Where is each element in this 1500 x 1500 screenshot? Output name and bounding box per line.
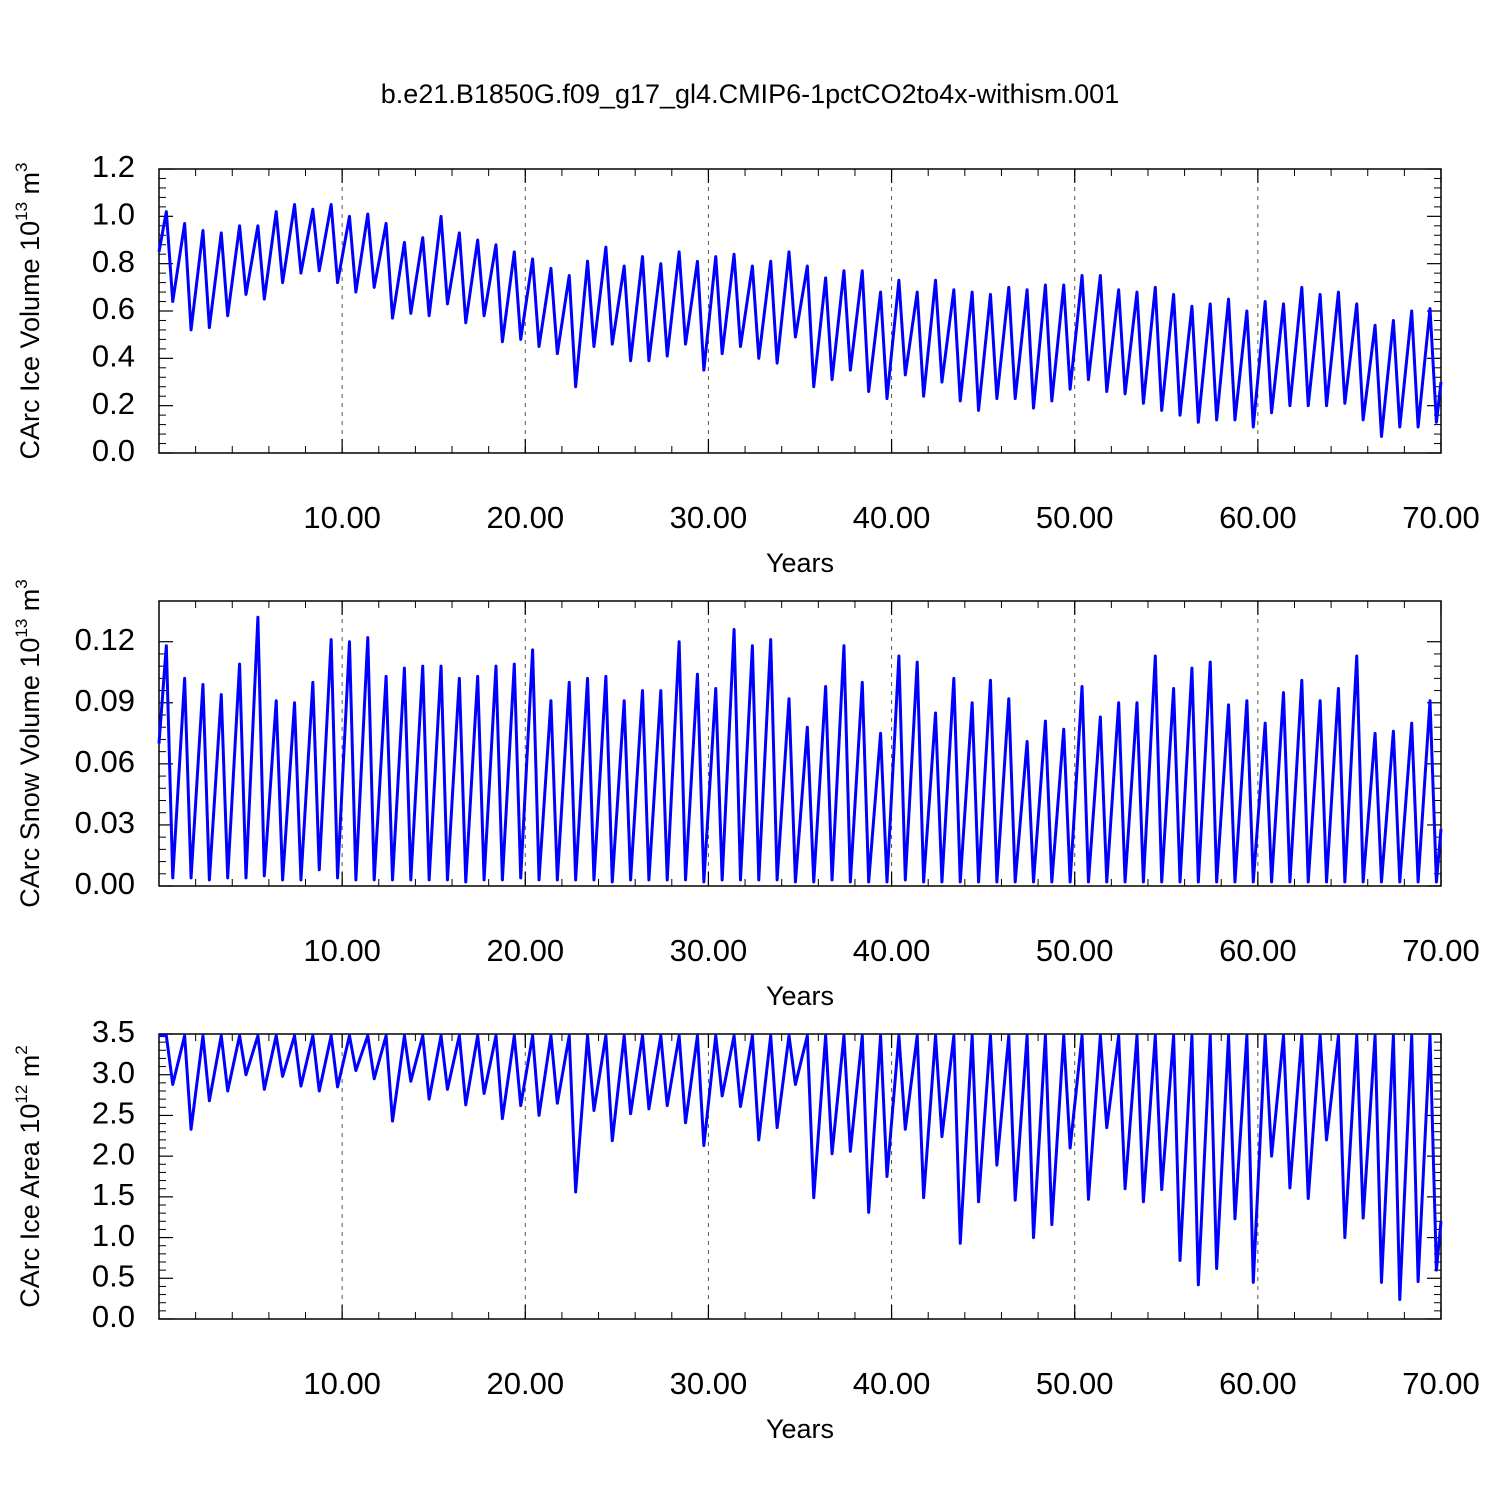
data-line bbox=[157, 615, 1443, 884]
y-tick-label: 2.0 bbox=[92, 1136, 135, 1171]
y-axis-label-part: m bbox=[15, 1055, 45, 1085]
chart-title: b.e21.B1850G.f09_g17_gl4.CMIP6-1pctCO2to… bbox=[381, 79, 1119, 109]
y-tick-label: 0.12 bbox=[75, 622, 135, 657]
y-tick-label: 0.0 bbox=[92, 1299, 135, 1334]
y-tick-label: 0.2 bbox=[92, 386, 135, 421]
x-tick-label: 10.00 bbox=[303, 933, 381, 968]
y-axis-label-part: CArc Ice Area 10 bbox=[15, 1104, 45, 1308]
x-tick-label: 50.00 bbox=[1036, 1366, 1114, 1401]
x-tick-label: 70.00 bbox=[1402, 933, 1480, 968]
x-tick-label: 30.00 bbox=[670, 933, 748, 968]
x-tick-label: 60.00 bbox=[1219, 1366, 1297, 1401]
x-tick-label: 50.00 bbox=[1036, 933, 1114, 968]
data-line bbox=[157, 203, 1443, 438]
y-axis-label: CArc Snow Volume 1013 m3 bbox=[12, 579, 45, 908]
x-tick-label: 10.00 bbox=[303, 1366, 381, 1401]
x-tick-label: 40.00 bbox=[853, 933, 931, 968]
x-tick-label: 40.00 bbox=[853, 500, 931, 535]
x-tick-label: 60.00 bbox=[1219, 933, 1297, 968]
x-tick-label: 30.00 bbox=[670, 1366, 748, 1401]
y-axis-label-superscript: 13 bbox=[12, 619, 31, 638]
x-tick-label: 20.00 bbox=[486, 933, 564, 968]
y-axis-label-superscript: 2 bbox=[12, 1045, 31, 1054]
x-tick-label: 10.00 bbox=[303, 500, 381, 535]
y-tick-label: 2.5 bbox=[92, 1096, 135, 1131]
y-axis-label-part: CArc Snow Volume 10 bbox=[15, 638, 45, 908]
y-tick-label: 0.6 bbox=[92, 291, 135, 326]
x-tick-label: 20.00 bbox=[486, 1366, 564, 1401]
y-axis-label-part: m bbox=[15, 589, 45, 619]
y-tick-label: 0.03 bbox=[75, 805, 135, 840]
x-tick-label: 70.00 bbox=[1402, 1366, 1480, 1401]
y-tick-label: 1.5 bbox=[92, 1177, 135, 1212]
x-tick-label: 70.00 bbox=[1402, 500, 1480, 535]
y-axis-label-part: m bbox=[15, 172, 45, 202]
x-tick-label: 30.00 bbox=[670, 500, 748, 535]
y-tick-label: 3.5 bbox=[92, 1014, 135, 1049]
y-axis-label-part: CArc Ice Volume 10 bbox=[15, 221, 45, 460]
y-tick-label: 1.0 bbox=[92, 197, 135, 232]
x-axis-label: Years bbox=[766, 548, 834, 578]
y-axis-label-superscript: 12 bbox=[12, 1085, 31, 1104]
y-tick-label: 0.06 bbox=[75, 744, 135, 779]
y-tick-label: 0.8 bbox=[92, 244, 135, 279]
y-tick-label: 3.0 bbox=[92, 1055, 135, 1090]
x-axis-label: Years bbox=[766, 1414, 834, 1444]
plot-frame bbox=[158, 168, 1442, 454]
y-tick-label: 1.0 bbox=[92, 1218, 135, 1253]
y-tick-label: 1.2 bbox=[92, 149, 135, 184]
y-tick-label: 0.09 bbox=[75, 683, 135, 718]
y-tick-label: 0.5 bbox=[92, 1258, 135, 1293]
y-axis-label-superscript: 3 bbox=[12, 579, 31, 588]
x-tick-label: 60.00 bbox=[1219, 500, 1297, 535]
x-tick-label: 20.00 bbox=[486, 500, 564, 535]
y-axis-label-superscript: 13 bbox=[12, 202, 31, 221]
x-tick-label: 50.00 bbox=[1036, 500, 1114, 535]
data-line bbox=[159, 1034, 1443, 1301]
y-axis-label: CArc Ice Volume 1013 m3 bbox=[12, 162, 45, 459]
x-axis-label: Years bbox=[766, 981, 834, 1011]
y-tick-label: 0.0 bbox=[92, 433, 135, 468]
x-tick-label: 40.00 bbox=[853, 1366, 931, 1401]
y-tick-label: 0.00 bbox=[75, 866, 135, 901]
y-tick-label: 0.4 bbox=[92, 339, 135, 374]
y-axis-label: CArc Ice Area 1012 m2 bbox=[12, 1045, 45, 1308]
plot-frame bbox=[158, 1033, 1442, 1320]
y-axis-label-superscript: 3 bbox=[12, 162, 31, 171]
